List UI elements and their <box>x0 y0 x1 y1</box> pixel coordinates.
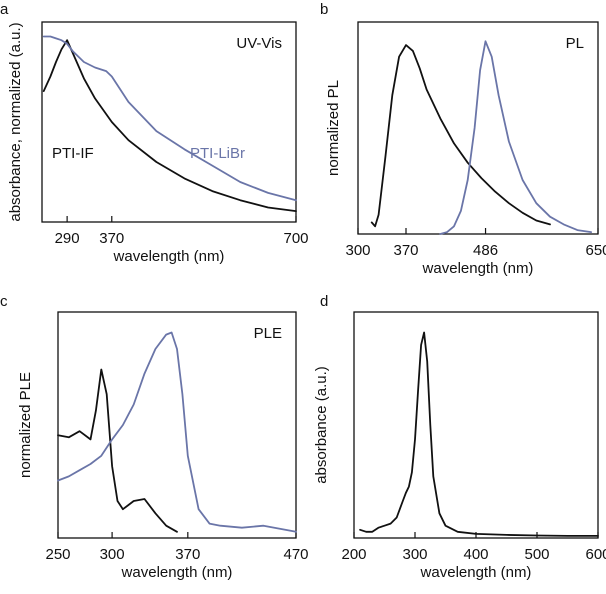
x-axis-label: wavelength (nm) <box>422 260 534 277</box>
panel-letter: a <box>0 1 9 18</box>
panel-a: a 290 370 700 wavelength (nm) absorbance, nor… <box>0 1 309 265</box>
x-tick-label: 370 <box>175 546 200 563</box>
y-axis-label: normalized PLE <box>17 372 34 478</box>
panel-d: d 200 300 400 500 600 wavelength (nm) absorbanc… <box>313 293 606 581</box>
panel-letter: c <box>0 293 8 310</box>
panel-letter: d <box>320 293 328 310</box>
plot-frame <box>353 311 599 539</box>
y-axis-label: normalized PL <box>325 80 342 176</box>
panel-b: b 300 370 486 650 wavelength (nm) normalized P… <box>320 1 606 277</box>
x-tick-label: 470 <box>283 546 308 563</box>
plot-frame <box>357 21 599 235</box>
series-label: PTI-LiBr <box>190 145 245 162</box>
series-line-2 <box>439 40 592 235</box>
x-tick-label: 370 <box>99 230 124 247</box>
series-line-2 <box>57 331 297 533</box>
series-line-1 <box>359 331 599 537</box>
panel-c: c 250 300 370 470 wavelength (nm) normalized P… <box>0 293 309 581</box>
plot-frame <box>57 311 297 539</box>
x-tick-label: 700 <box>283 230 308 247</box>
x-tick-label: 300 <box>345 242 370 259</box>
x-tick-label: 200 <box>341 546 366 563</box>
x-tick-label: 300 <box>100 546 125 563</box>
panel-letter: b <box>320 1 328 18</box>
panel-title: UV-Vis <box>236 35 282 52</box>
series-line-1 <box>370 44 551 228</box>
x-axis-label: wavelength (nm) <box>113 248 225 265</box>
x-tick-label: 400 <box>463 546 488 563</box>
x-axis-label: wavelength (nm) <box>121 564 233 581</box>
panel-title: PLE <box>254 325 282 342</box>
x-tick-label: 500 <box>524 546 549 563</box>
series-line-1 <box>42 39 297 213</box>
x-tick-label: 486 <box>473 242 498 259</box>
x-tick-label: 650 <box>585 242 606 259</box>
plot-frame <box>41 21 297 223</box>
y-axis-label: absorbance, normalized (a.u.) <box>7 22 24 221</box>
series-line-2 <box>42 35 297 202</box>
x-tick-label: 370 <box>393 242 418 259</box>
x-axis-label: wavelength (nm) <box>420 564 532 581</box>
x-tick-label: 290 <box>55 230 80 247</box>
panel-title: PL <box>566 35 584 52</box>
x-tick-label: 250 <box>45 546 70 563</box>
series-label: PTI-IF <box>52 145 94 162</box>
y-axis-label: absorbance (a.u.) <box>313 366 330 484</box>
series-line-1 <box>57 368 178 533</box>
x-tick-label: 600 <box>585 546 606 563</box>
x-tick-label: 300 <box>402 546 427 563</box>
